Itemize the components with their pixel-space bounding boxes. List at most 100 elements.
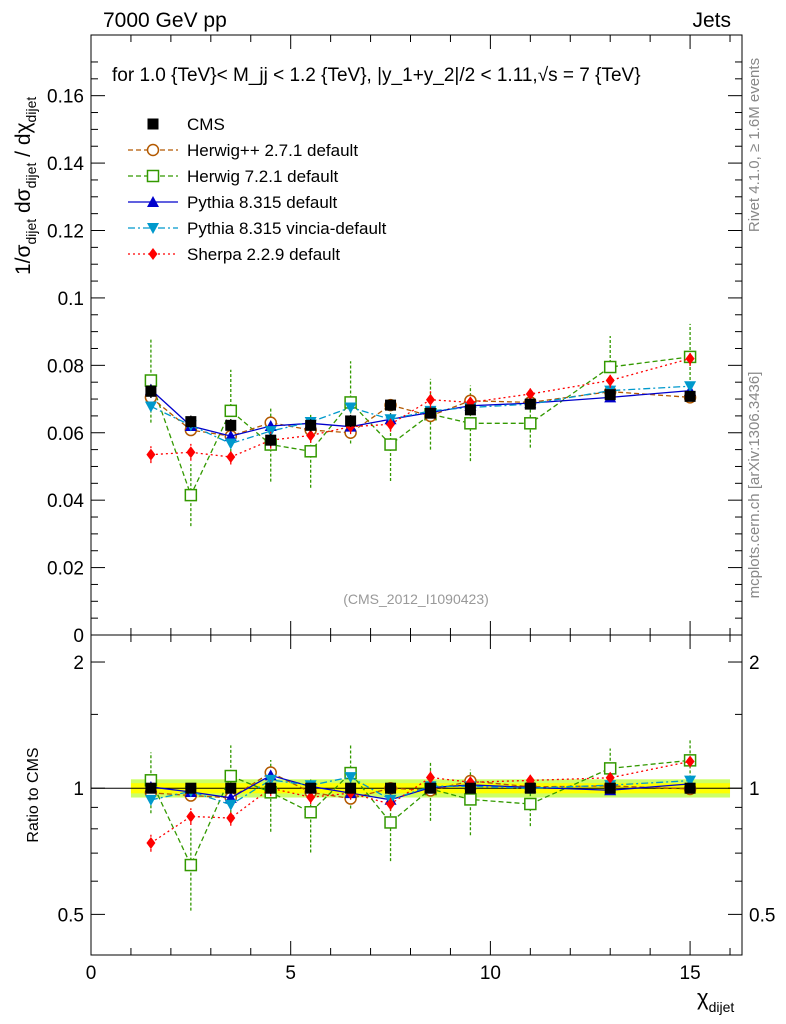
data-point-main <box>224 438 237 450</box>
series-herwig-7-2-1-default <box>144 323 697 911</box>
main-y-tick-label: 0.14 <box>47 154 84 175</box>
data-point-main <box>184 488 198 502</box>
data-point-ratio <box>524 797 537 811</box>
data-point-main <box>224 430 237 442</box>
ratio-y-tick-label: 2 <box>73 653 84 674</box>
data-point-ratio <box>306 791 316 804</box>
data-point-ratio <box>224 769 238 783</box>
x-tick-label: 0 <box>86 963 97 984</box>
main-y-tick-label: 0.04 <box>47 491 84 512</box>
ratio-y-tick-label-right: 2 <box>749 653 760 674</box>
data-point-ratio <box>225 782 237 794</box>
data-point-main <box>226 451 236 464</box>
data-point-ratio <box>226 812 236 825</box>
data-point-main <box>225 419 237 431</box>
data-point-main <box>385 399 397 411</box>
legend-marker-herwig-2-7-1-default <box>146 143 160 157</box>
series-line-main <box>150 357 691 458</box>
data-point-ratio <box>604 782 616 794</box>
mcplots-reference-label: mcplots.cern.ch [arXiv:1306.3436] <box>746 372 763 599</box>
analysis-tag: (CMS_2012_I1090423) <box>343 591 489 607</box>
data-point-main <box>344 402 357 414</box>
ratio-panel-frame <box>90 634 743 956</box>
data-point-main <box>684 390 696 402</box>
data-point-ratio <box>425 771 435 784</box>
x-tick-label: 15 <box>680 963 701 984</box>
main-y-tick-label: 0 <box>73 626 84 647</box>
data-point-main <box>224 404 238 418</box>
data-point-ratio <box>184 858 198 872</box>
data-point-ratio <box>384 816 397 829</box>
data-point-main <box>605 374 615 387</box>
energy-label: 7000 GeV pp <box>103 9 227 32</box>
series-line-main <box>150 385 691 445</box>
data-point-main <box>464 404 476 416</box>
data-point-main <box>525 387 535 400</box>
data-point-ratio <box>684 782 696 794</box>
legend-label-pythia-8-315-default: Pythia 8.315 default <box>187 193 338 212</box>
data-point-main <box>524 398 536 410</box>
x-tick-label: 10 <box>480 963 501 984</box>
legend-marker-herwig-7-2-1-default <box>146 169 160 183</box>
data-point-main <box>306 429 316 442</box>
data-point-ratio <box>144 794 157 806</box>
data-point-ratio <box>344 772 357 784</box>
svg-text:χdijet: χdijet <box>697 985 734 1015</box>
data-point-main <box>304 445 317 458</box>
x-tick-label: 5 <box>285 963 296 984</box>
legend-marker-cms <box>147 118 159 130</box>
legend-label-cms: CMS <box>187 115 225 134</box>
legend-label-herwig-2-7-1-default: Herwig++ 2.7.1 default <box>187 141 358 160</box>
data-point-ratio <box>146 837 156 850</box>
data-point-main <box>604 389 616 401</box>
data-point-ratio <box>145 782 157 794</box>
x-axis-label: χdijet <box>697 985 734 1015</box>
legend-label-pythia-8-315-vincia-default: Pythia 8.315 vincia-default <box>187 219 387 238</box>
main-y-axis-label: 1/σdijet dσdijet / dχdijet <box>12 97 39 275</box>
legend-label-sherpa-2-2-9-default: Sherpa 2.2.9 default <box>187 245 340 264</box>
data-point-ratio <box>424 782 436 794</box>
data-point-main <box>146 448 156 461</box>
data-point-main <box>186 446 196 459</box>
series-line-ratio <box>150 776 691 806</box>
data-point-main <box>524 417 537 430</box>
data-point-ratio <box>186 810 196 823</box>
data-point-ratio <box>305 782 317 794</box>
data-point-ratio <box>304 806 317 819</box>
data-point-main <box>145 385 157 397</box>
data-point-main <box>386 418 396 431</box>
ratio-y-tick-label-right: 0.5 <box>749 905 775 926</box>
data-point-ratio <box>464 782 476 794</box>
data-point-ratio <box>684 775 697 787</box>
data-point-main <box>144 401 157 413</box>
data-point-main <box>265 434 277 446</box>
data-point-ratio <box>464 793 477 806</box>
data-point-main <box>464 417 477 430</box>
data-point-ratio <box>524 782 536 794</box>
data-point-ratio <box>386 798 396 811</box>
series-line-main <box>150 356 691 497</box>
main-y-tick-label: 0.1 <box>58 289 84 310</box>
series-line-ratio <box>150 760 691 844</box>
data-point-main <box>384 438 397 451</box>
data-point-main <box>685 352 695 365</box>
main-y-tick-label: 0.12 <box>47 222 84 243</box>
data-point-ratio <box>385 782 397 794</box>
legend-label-herwig-7-2-1-default: Herwig 7.2.1 default <box>187 167 338 186</box>
data-point-main <box>425 393 435 406</box>
data-point-ratio <box>345 782 357 794</box>
legend-marker-sherpa-2-2-9-default <box>148 248 158 260</box>
ratio-y-tick-label: 0.5 <box>58 905 84 926</box>
category-label: Jets <box>692 9 731 32</box>
data-point-ratio <box>685 755 695 768</box>
data-point-main <box>264 426 277 438</box>
data-point-main <box>305 419 317 431</box>
main-y-tick-label: 0.08 <box>47 356 84 377</box>
series-line-main <box>150 390 691 437</box>
data-point-main <box>424 407 436 419</box>
data-point-main <box>684 381 697 393</box>
ratio-y-axis-label: Ratio to CMS <box>25 747 42 842</box>
data-point-ratio <box>264 774 277 786</box>
data-point-main <box>345 415 357 427</box>
